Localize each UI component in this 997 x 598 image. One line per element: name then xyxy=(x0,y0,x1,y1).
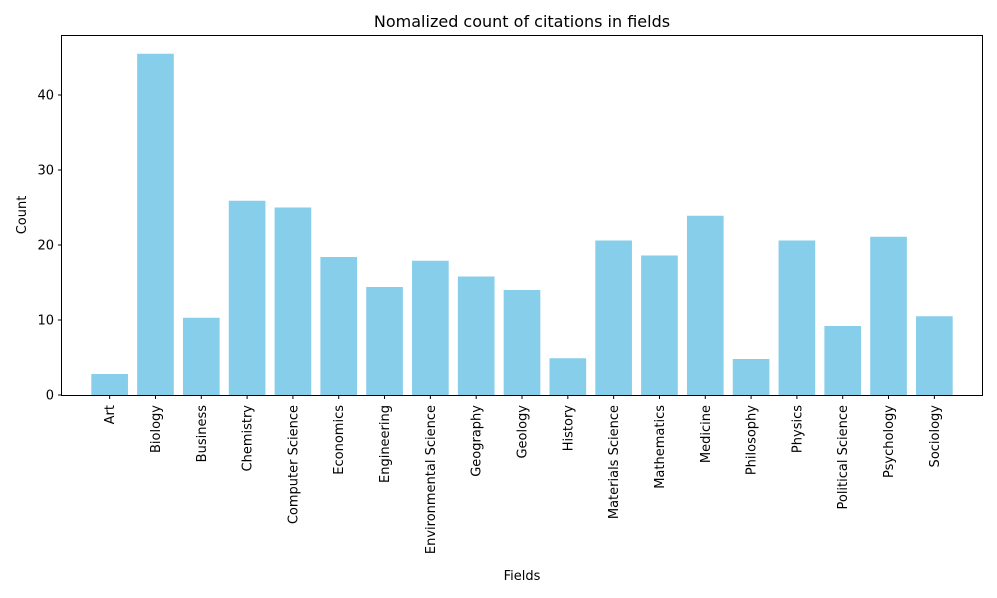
bar-history xyxy=(549,358,587,395)
y-tick-label: 30 xyxy=(37,164,54,179)
x-tick-label: Psychology xyxy=(882,405,897,478)
bar-psychology xyxy=(870,236,907,395)
x-tick-label: Business xyxy=(195,405,210,463)
x-tick-label: Sociology xyxy=(928,405,943,468)
x-tick-label: Biology xyxy=(149,405,164,453)
bar-engineering xyxy=(366,287,403,395)
bar-computer-science xyxy=(274,207,312,395)
y-axis-label: Count xyxy=(15,196,30,235)
y-tick-label: 0 xyxy=(46,389,54,404)
x-tick-label: Computer Science xyxy=(286,405,301,524)
bar-art xyxy=(91,374,128,395)
bar-philosophy xyxy=(732,359,770,395)
bar-environmental-science xyxy=(412,260,449,395)
y-tick-label: 40 xyxy=(37,89,54,104)
x-tick-label: Environmental Science xyxy=(424,405,439,554)
bar-business xyxy=(182,317,220,395)
x-tick-label: Political Science xyxy=(836,405,851,510)
x-tick-label: Art xyxy=(103,405,118,424)
x-tick-label: Mathematics xyxy=(653,405,668,489)
x-tick-label: Philosophy xyxy=(745,405,760,475)
bar-biology xyxy=(137,53,174,395)
bar-mathematics xyxy=(641,255,678,395)
x-tick-label: Engineering xyxy=(378,405,393,483)
x-tick-label: Medicine xyxy=(699,405,714,463)
bar-political-science xyxy=(824,326,862,395)
bar-medicine xyxy=(686,215,724,395)
x-tick-label: History xyxy=(561,405,576,452)
bar-chemistry xyxy=(228,200,266,395)
chart-title: Nomalized count of citations in fields xyxy=(374,12,670,31)
bars-group xyxy=(91,53,953,395)
y-axis-ticks: 0 10 20 30 40 xyxy=(37,89,62,404)
bar-materials-science xyxy=(595,240,632,395)
x-axis-ticks: Art Biology Business Chemistry Computer Scie… xyxy=(103,395,943,554)
x-tick-label: Geography xyxy=(470,405,485,477)
y-tick-label: 10 xyxy=(37,314,54,329)
bar-economics xyxy=(320,257,358,395)
x-tick-label: Economics xyxy=(332,405,347,475)
bar-geology xyxy=(503,290,541,395)
plot-frame xyxy=(61,35,983,396)
x-tick-label: Geology xyxy=(516,405,531,459)
x-tick-label: Chemistry xyxy=(241,405,256,472)
x-tick-label: Physics xyxy=(790,405,805,453)
bar-physics xyxy=(778,240,816,395)
y-tick-label: 20 xyxy=(37,239,54,254)
bar-geography xyxy=(457,276,495,395)
x-tick-label: Materials Science xyxy=(607,405,622,519)
x-axis-label: Fields xyxy=(504,569,541,584)
bar-sociology xyxy=(916,316,953,395)
